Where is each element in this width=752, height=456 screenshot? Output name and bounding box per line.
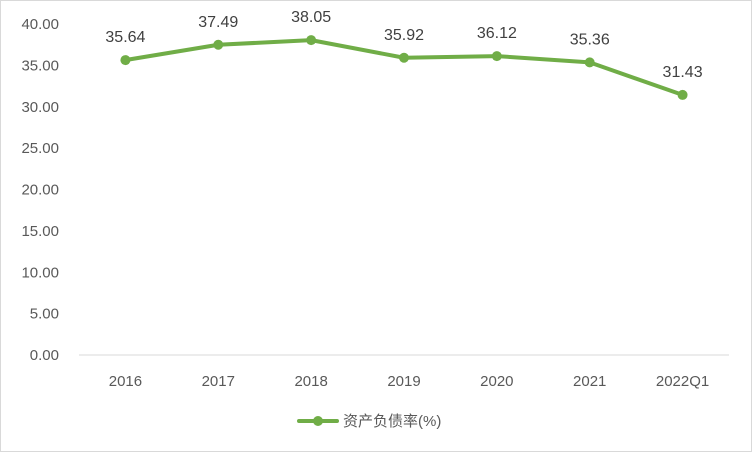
x-tick-label: 2017 <box>202 373 235 390</box>
y-tick-label: 15.00 <box>21 223 59 240</box>
data-label: 36.12 <box>477 25 517 42</box>
y-tick-label: 10.00 <box>21 264 59 281</box>
x-axis-ticks: 2016 2017 2018 2019 2020 2021 2022Q1 <box>109 373 710 390</box>
data-label: 35.64 <box>105 29 145 46</box>
data-point <box>584 57 595 68</box>
x-tick-label: 2018 <box>294 373 327 390</box>
data-label: 31.43 <box>663 64 703 81</box>
legend-marker <box>313 416 323 426</box>
data-label: 35.92 <box>384 27 424 44</box>
x-tick-label: 2022Q1 <box>656 373 709 390</box>
legend: 资产负债率(%) <box>297 413 441 430</box>
data-point <box>306 35 317 46</box>
data-labels: 35.64 37.49 38.05 35.92 36.12 35.36 31.43 <box>105 9 702 81</box>
y-tick-label: 20.00 <box>21 182 59 199</box>
data-point <box>213 39 224 50</box>
x-tick-label: 2019 <box>387 373 420 390</box>
x-tick-label: 2021 <box>573 373 606 390</box>
data-point <box>491 51 502 62</box>
y-axis-ticks: 0.00 5.00 10.00 15.00 20.00 25.00 30.00 35.00 40… <box>21 16 59 364</box>
y-tick-label: 25.00 <box>21 140 59 157</box>
series-points <box>120 35 688 100</box>
data-point <box>677 89 688 100</box>
data-label: 35.36 <box>570 31 610 48</box>
x-tick-label: 2016 <box>109 373 142 390</box>
y-tick-label: 35.00 <box>21 57 59 74</box>
legend-label: 资产负债率(%) <box>343 413 441 430</box>
y-tick-label: 0.00 <box>30 347 59 364</box>
data-point <box>120 55 131 66</box>
data-point <box>399 52 409 63</box>
data-label: 38.05 <box>291 9 331 26</box>
y-tick-label: 30.00 <box>21 99 59 116</box>
y-tick-label: 5.00 <box>30 306 59 323</box>
x-tick-label: 2020 <box>480 373 513 390</box>
data-label: 37.49 <box>198 14 238 31</box>
y-tick-label: 40.00 <box>21 16 59 33</box>
